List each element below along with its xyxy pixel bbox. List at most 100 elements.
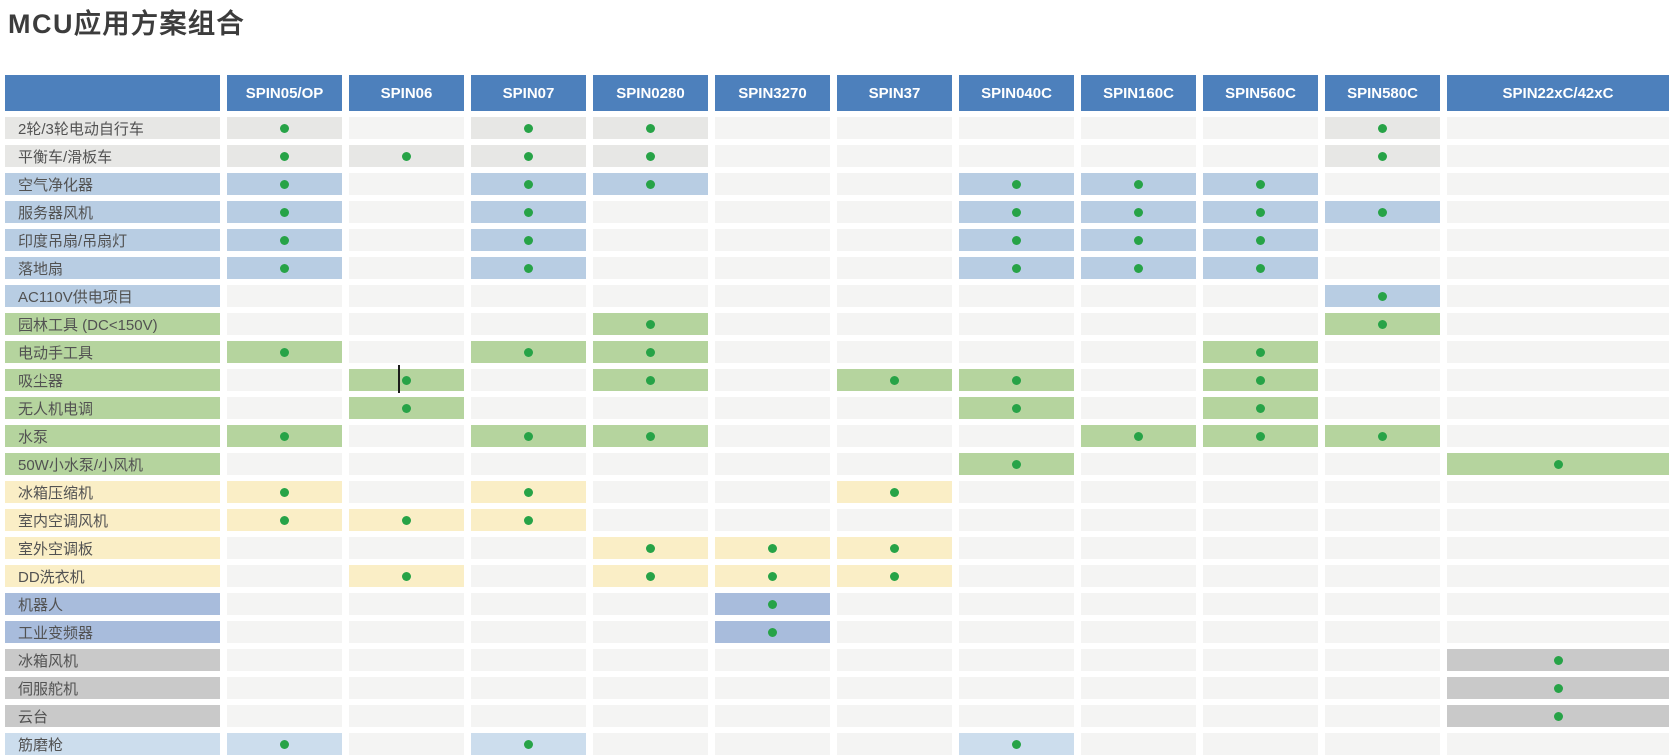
matrix-cell	[715, 565, 830, 587]
column-header: SPIN06	[349, 75, 464, 111]
dot-icon	[1012, 179, 1021, 189]
matrix-cell	[227, 593, 342, 615]
dot-icon	[1553, 711, 1563, 721]
matrix-cell	[471, 117, 586, 139]
matrix-cell	[837, 341, 952, 363]
dot-icon	[1378, 123, 1387, 133]
dot-icon	[1012, 235, 1021, 245]
matrix-cell	[1203, 509, 1318, 531]
row-label: 落地扇	[5, 257, 220, 279]
matrix-cell	[1447, 733, 1669, 755]
matrix-cell	[349, 733, 464, 755]
matrix-cell	[227, 677, 342, 699]
column-header: SPIN560C	[1203, 75, 1318, 111]
dot-icon	[1256, 207, 1265, 217]
matrix-cell	[1203, 565, 1318, 587]
matrix-cell	[1081, 453, 1196, 475]
matrix-cell	[593, 425, 708, 447]
matrix-cell	[349, 173, 464, 195]
matrix-cell	[471, 593, 586, 615]
matrix-cell	[593, 229, 708, 251]
matrix-cell	[837, 117, 952, 139]
matrix-cell	[1203, 481, 1318, 503]
matrix-cell	[959, 593, 1074, 615]
matrix-cell	[1447, 453, 1669, 475]
matrix-cell	[471, 313, 586, 335]
matrix-cell	[1325, 341, 1440, 363]
matrix-cell	[471, 453, 586, 475]
matrix-cell	[1325, 621, 1440, 643]
dot-icon	[646, 571, 655, 581]
matrix-cell	[1203, 453, 1318, 475]
matrix-cell	[1081, 565, 1196, 587]
matrix-cell	[715, 425, 830, 447]
matrix-cell	[471, 369, 586, 391]
matrix-cell	[349, 621, 464, 643]
matrix-cell	[959, 565, 1074, 587]
matrix-cell	[349, 649, 464, 671]
matrix-cell	[593, 117, 708, 139]
matrix-cell	[1325, 453, 1440, 475]
matrix-cell	[471, 229, 586, 251]
matrix-cell	[1325, 369, 1440, 391]
matrix-cell	[715, 733, 830, 755]
dot-icon	[1256, 347, 1265, 357]
matrix-cell	[715, 117, 830, 139]
matrix-cell	[1081, 229, 1196, 251]
matrix-cell	[837, 201, 952, 223]
row-label: 电动手工具	[5, 341, 220, 363]
matrix-cell	[593, 705, 708, 727]
matrix-cell	[593, 173, 708, 195]
matrix-cell	[1447, 341, 1669, 363]
matrix-cell	[349, 481, 464, 503]
matrix-cell	[1447, 229, 1669, 251]
matrix-cell	[349, 257, 464, 279]
matrix-cell	[1447, 677, 1669, 699]
matrix-cell	[471, 621, 586, 643]
dot-icon	[524, 431, 533, 441]
dot-icon	[524, 151, 533, 161]
matrix-cell	[959, 649, 1074, 671]
matrix-cell	[471, 257, 586, 279]
matrix-cell	[1325, 733, 1440, 755]
row-label: 吸尘器	[5, 369, 220, 391]
matrix-cell	[715, 481, 830, 503]
dot-icon	[1012, 403, 1021, 413]
matrix-cell	[1447, 565, 1669, 587]
matrix-cell	[1325, 229, 1440, 251]
dot-icon	[768, 571, 777, 581]
matrix-cell	[471, 537, 586, 559]
row-label: 室内空调风机	[5, 509, 220, 531]
matrix-cell	[1203, 341, 1318, 363]
row-label: DD洗衣机	[5, 565, 220, 587]
matrix-cell	[349, 565, 464, 587]
matrix-cell	[715, 229, 830, 251]
matrix-cell	[227, 229, 342, 251]
row-label: 筋磨枪	[5, 733, 220, 755]
matrix-cell	[593, 145, 708, 167]
dot-icon	[646, 347, 655, 357]
matrix-cell	[959, 173, 1074, 195]
dot-icon	[890, 571, 899, 581]
matrix-cell	[837, 705, 952, 727]
matrix-cell	[1203, 285, 1318, 307]
row-label: 伺服舵机	[5, 677, 220, 699]
row-label: AC110V供电项目	[5, 285, 220, 307]
matrix-cell	[227, 453, 342, 475]
matrix-cell	[715, 509, 830, 531]
matrix-cell	[1447, 257, 1669, 279]
matrix-cell	[593, 481, 708, 503]
matrix-cell	[1081, 257, 1196, 279]
matrix-cell	[837, 733, 952, 755]
matrix-cell	[227, 173, 342, 195]
matrix-cell	[959, 453, 1074, 475]
dot-icon	[646, 179, 655, 189]
column-header: SPIN22xC/42xC	[1447, 75, 1669, 111]
matrix-cell	[349, 201, 464, 223]
matrix-cell	[715, 285, 830, 307]
matrix-cell	[349, 593, 464, 615]
matrix-cell	[471, 733, 586, 755]
matrix-cell	[1325, 285, 1440, 307]
matrix-cell	[349, 537, 464, 559]
column-header: SPIN3270	[715, 75, 830, 111]
